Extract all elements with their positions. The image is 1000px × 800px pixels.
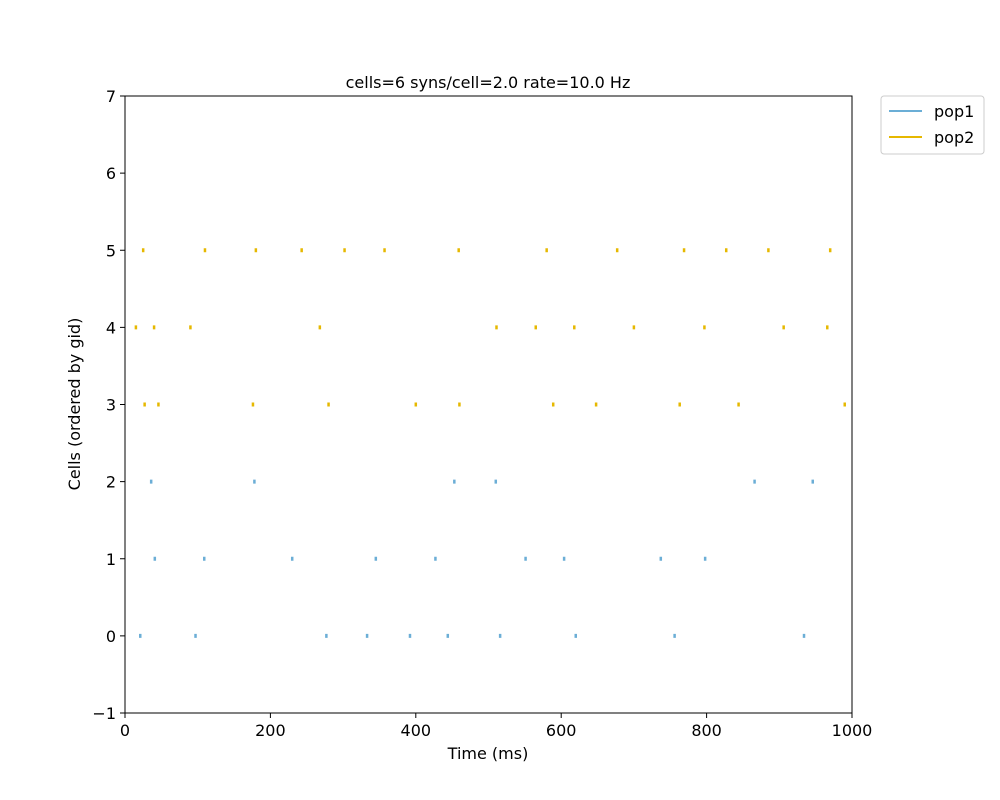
y-tick-label: 0 — [106, 627, 116, 646]
x-tick-label: 600 — [546, 721, 577, 740]
y-tick-label: 5 — [106, 241, 116, 260]
y-tick-label: 7 — [106, 87, 116, 106]
legend-label-pop2: pop2 — [934, 128, 974, 147]
y-tick-label: 1 — [106, 550, 116, 569]
y-tick-label: 3 — [106, 396, 116, 415]
x-tick-label: 0 — [120, 721, 130, 740]
x-tick-label: 800 — [691, 721, 722, 740]
x-tick-label: 400 — [401, 721, 432, 740]
y-axis-label: Cells (ordered by gid) — [65, 318, 84, 491]
y-tick-label: −1 — [92, 704, 116, 723]
x-tick-label: 1000 — [832, 721, 873, 740]
y-tick-label: 6 — [106, 164, 116, 183]
y-tick-label: 4 — [106, 318, 116, 337]
legend-label-pop1: pop1 — [934, 102, 974, 121]
spike-marks — [134, 248, 846, 638]
plot-frame — [124, 95, 853, 714]
x-tick-label: 200 — [255, 721, 286, 740]
legend: pop1 pop2 — [880, 95, 985, 155]
x-axis-label: Time (ms) — [447, 744, 529, 763]
chart-title: cells=6 syns/cell=2.0 rate=10.0 Hz — [346, 73, 631, 92]
y-tick-label: 2 — [106, 473, 116, 492]
